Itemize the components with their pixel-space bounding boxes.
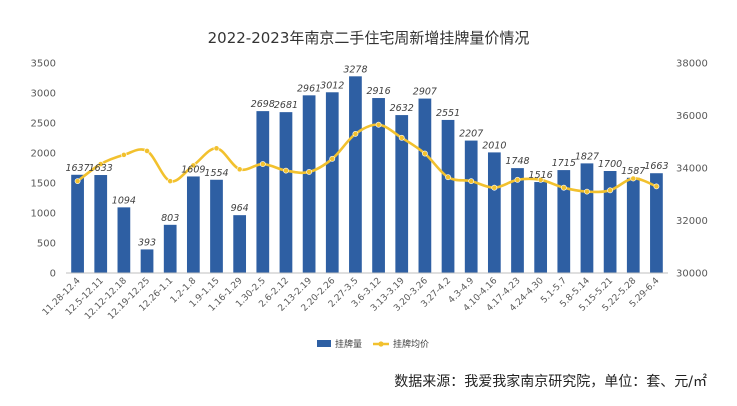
bar xyxy=(511,168,524,273)
bar xyxy=(441,119,455,273)
chart-title: 2022-2023年南京二手住宅周新增挂牌量价情况 xyxy=(207,29,530,47)
bar-data-label: 803 xyxy=(161,213,179,224)
bar-data-label: 2698 xyxy=(251,99,275,110)
price-point xyxy=(491,184,498,191)
price-point xyxy=(560,184,567,191)
bar-data-label: 1715 xyxy=(552,158,576,169)
bar xyxy=(94,175,108,273)
y-right-tick-label: 36000 xyxy=(676,111,708,122)
bar xyxy=(650,173,663,273)
price-point xyxy=(352,130,359,137)
price-point xyxy=(607,187,614,194)
bar-data-label: 2207 xyxy=(459,129,483,140)
price-point xyxy=(167,178,174,185)
legend-bar-swatch xyxy=(317,340,331,347)
bar-data-label: 2907 xyxy=(413,87,437,98)
price-point xyxy=(514,176,521,183)
bar xyxy=(325,92,339,273)
bar-data-label: 2961 xyxy=(297,83,321,94)
price-point xyxy=(283,167,289,174)
bar xyxy=(534,182,548,273)
price-point xyxy=(213,145,220,152)
bar xyxy=(186,176,200,273)
price-point xyxy=(144,148,150,154)
bar xyxy=(603,171,617,273)
y-left-tick-label: 500 xyxy=(37,239,56,250)
price-point xyxy=(259,161,266,167)
bar xyxy=(140,249,154,273)
y-right-tick-label: 34000 xyxy=(676,164,708,175)
y-left-tick-label: 2000 xyxy=(31,149,56,160)
y-left-tick-label: 1500 xyxy=(31,179,56,190)
price-point xyxy=(653,183,660,190)
price-point xyxy=(398,134,405,141)
bar xyxy=(117,207,131,273)
bar-data-label: 1827 xyxy=(575,151,599,162)
bar xyxy=(256,111,270,274)
price-point xyxy=(306,169,313,175)
bar-data-label: 393 xyxy=(138,237,156,248)
bar-data-label: 1663 xyxy=(644,161,668,172)
bar-data-label: 2551 xyxy=(436,108,460,119)
bar-data-label: 1554 xyxy=(204,168,228,179)
bar xyxy=(163,224,177,273)
bar xyxy=(279,112,293,273)
price-point xyxy=(584,188,590,195)
bar-data-label: 2632 xyxy=(390,103,414,114)
bar-data-label: 1633 xyxy=(89,163,113,174)
legend-bar-label: 挂牌量 xyxy=(335,338,362,350)
bar xyxy=(349,76,362,273)
bar xyxy=(302,95,316,273)
price-point xyxy=(445,174,451,181)
bar-data-label: 1700 xyxy=(598,159,622,170)
bar-data-label: 2681 xyxy=(274,100,298,111)
price-point xyxy=(74,178,81,185)
bar xyxy=(71,174,84,273)
bar xyxy=(372,98,385,273)
y-left-tick-label: 3500 xyxy=(31,59,56,70)
bar xyxy=(418,98,432,273)
bar xyxy=(487,152,501,273)
price-point xyxy=(236,166,243,173)
bar-data-label: 1609 xyxy=(181,164,205,175)
bar-data-label: 1748 xyxy=(505,156,529,167)
bar xyxy=(580,163,594,273)
price-point xyxy=(375,121,382,128)
bar-data-label: 1516 xyxy=(529,170,553,181)
bar-data-label: 3012 xyxy=(320,80,344,91)
bar xyxy=(557,170,571,273)
bar xyxy=(233,215,247,273)
y-left-tick-label: 1000 xyxy=(31,209,56,220)
price-point xyxy=(97,161,104,167)
price-point xyxy=(329,155,336,162)
source-note: 数据来源：我爱我家南京研究院，单位：套、元/㎡ xyxy=(394,374,707,390)
bar-data-label: 1587 xyxy=(621,166,645,177)
bar xyxy=(464,140,478,273)
price-point xyxy=(190,162,197,169)
y-left-tick-label: 3000 xyxy=(31,89,56,100)
legend-line-marker xyxy=(378,341,384,347)
price-point xyxy=(120,151,127,158)
y-right-tick-label: 30000 xyxy=(676,269,708,280)
y-right-tick-label: 32000 xyxy=(676,216,708,227)
price-point xyxy=(537,176,544,183)
bar-data-label: 1094 xyxy=(112,195,136,206)
y-left-tick-label: 0 xyxy=(50,269,56,280)
bar-data-label: 3278 xyxy=(343,64,367,75)
bar xyxy=(210,179,223,273)
bar-data-label: 2010 xyxy=(482,140,506,151)
legend-line-label: 挂牌均价 xyxy=(393,338,429,350)
bar xyxy=(395,115,409,273)
bar-data-label: 964 xyxy=(231,203,249,214)
bar xyxy=(626,177,640,273)
y-right-tick-label: 38000 xyxy=(676,59,708,70)
price-point xyxy=(468,178,475,185)
y-left-tick-label: 2500 xyxy=(31,119,56,130)
price-point xyxy=(421,150,428,157)
bar-data-label: 1637 xyxy=(65,163,89,174)
price-point xyxy=(630,175,637,182)
bar-data-label: 2916 xyxy=(366,86,390,97)
